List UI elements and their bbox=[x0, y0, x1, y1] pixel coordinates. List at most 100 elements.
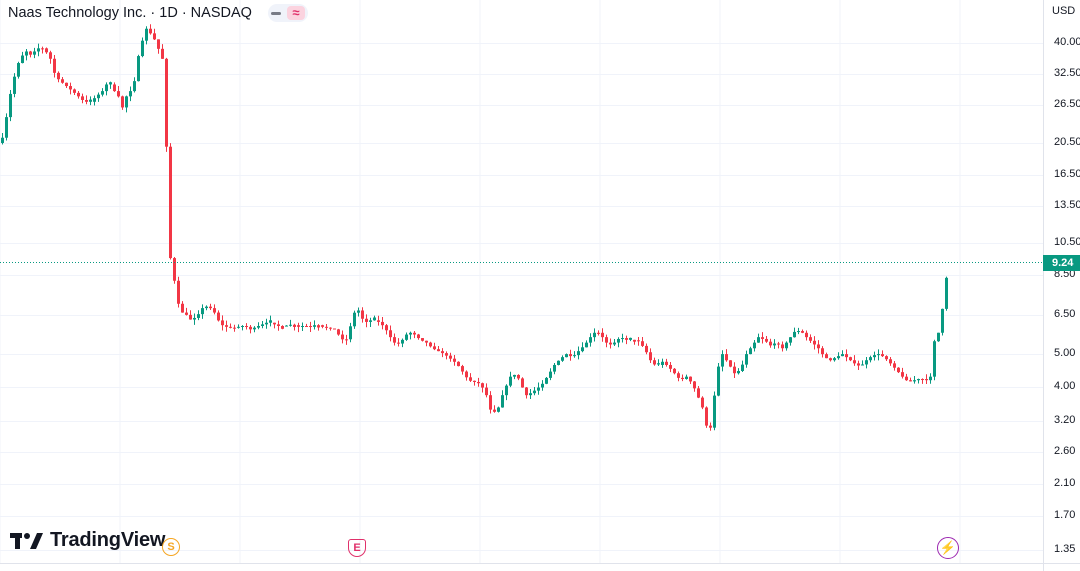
candle bbox=[709, 422, 712, 431]
candle bbox=[37, 43, 40, 57]
candle bbox=[625, 335, 628, 345]
candle bbox=[293, 323, 296, 331]
candle bbox=[449, 352, 452, 362]
candle bbox=[553, 362, 556, 375]
candle bbox=[273, 322, 276, 329]
candle bbox=[669, 362, 672, 373]
candle bbox=[493, 405, 496, 413]
candle bbox=[885, 355, 888, 362]
candle bbox=[857, 360, 860, 370]
candle bbox=[157, 39, 160, 54]
chart-title[interactable]: Naas Technology Inc. · 1D · NASDAQ bbox=[8, 5, 252, 21]
candle bbox=[909, 377, 912, 382]
candle bbox=[897, 367, 900, 374]
price-tick-label: 10.50 bbox=[1054, 236, 1080, 249]
candle bbox=[201, 304, 204, 319]
price-tick-label: 1.70 bbox=[1054, 508, 1076, 521]
candle bbox=[285, 325, 288, 327]
candle bbox=[725, 349, 728, 362]
candle bbox=[757, 333, 760, 343]
candle bbox=[69, 82, 72, 95]
candle bbox=[461, 364, 464, 375]
candle bbox=[457, 361, 460, 367]
candle bbox=[317, 324, 320, 331]
candle bbox=[881, 350, 884, 357]
candle bbox=[113, 82, 116, 92]
candle bbox=[717, 363, 720, 397]
candle bbox=[729, 360, 732, 368]
candle bbox=[153, 28, 156, 40]
price-tick-label: 1.35 bbox=[1054, 543, 1076, 555]
candle bbox=[653, 357, 656, 366]
candle bbox=[809, 334, 812, 344]
candle bbox=[93, 95, 96, 106]
candle bbox=[465, 370, 468, 381]
earnings-event-marker[interactable]: E bbox=[348, 539, 366, 557]
dividend-event-marker[interactable]: ⚡ bbox=[937, 537, 959, 559]
candle bbox=[21, 51, 24, 64]
candle bbox=[533, 387, 536, 396]
minus-icon bbox=[271, 11, 281, 15]
candle bbox=[473, 380, 476, 386]
candle bbox=[161, 44, 164, 59]
split-event-marker[interactable]: S bbox=[162, 538, 180, 556]
candle bbox=[561, 355, 564, 362]
candle bbox=[853, 355, 856, 366]
candle bbox=[513, 374, 516, 380]
candle bbox=[505, 384, 508, 401]
candle bbox=[825, 352, 828, 359]
candle bbox=[209, 303, 212, 310]
candle bbox=[693, 380, 696, 392]
candle bbox=[609, 338, 612, 349]
candle bbox=[345, 334, 348, 345]
candle bbox=[65, 82, 68, 88]
candle bbox=[109, 81, 112, 89]
candle bbox=[25, 49, 28, 61]
candle bbox=[629, 337, 632, 342]
candle bbox=[529, 389, 532, 400]
candle bbox=[777, 341, 780, 349]
tradingview-logo-text: TradingView bbox=[50, 529, 166, 551]
candle bbox=[89, 96, 92, 106]
candle bbox=[589, 333, 592, 347]
candle bbox=[5, 113, 8, 141]
candle bbox=[721, 350, 724, 372]
currency-selector[interactable]: USD ⌄ bbox=[1052, 4, 1080, 17]
candle bbox=[605, 334, 608, 348]
candle bbox=[921, 378, 924, 384]
candle bbox=[381, 317, 384, 330]
candle bbox=[121, 95, 124, 110]
candle bbox=[197, 310, 200, 321]
candle bbox=[749, 346, 752, 355]
candle bbox=[237, 324, 240, 329]
candle bbox=[753, 339, 756, 352]
candle bbox=[845, 349, 848, 362]
candle bbox=[125, 95, 128, 113]
candle bbox=[9, 90, 12, 122]
price-tick-label: 2.60 bbox=[1054, 444, 1076, 457]
candle bbox=[365, 314, 368, 328]
candle bbox=[445, 351, 448, 360]
candle bbox=[861, 360, 864, 366]
candle bbox=[433, 342, 436, 351]
candle bbox=[925, 374, 928, 385]
price-tick-label: 20.50 bbox=[1054, 136, 1080, 148]
candle bbox=[421, 338, 424, 342]
tradingview-logo[interactable]: TradingView bbox=[10, 529, 165, 552]
chart-toggle-pill[interactable]: ≈ bbox=[268, 4, 308, 22]
candle bbox=[557, 360, 560, 366]
price-tick-label: 40.00 bbox=[1054, 36, 1080, 48]
candle bbox=[801, 329, 804, 334]
candle bbox=[97, 92, 100, 102]
candle bbox=[501, 390, 504, 408]
candle bbox=[405, 332, 408, 341]
candle bbox=[665, 358, 668, 367]
candle bbox=[601, 328, 604, 342]
candle bbox=[453, 355, 456, 366]
candle bbox=[761, 332, 764, 344]
candle bbox=[261, 320, 264, 329]
current-price-label: 9.24 bbox=[1043, 254, 1080, 271]
candle bbox=[865, 357, 868, 369]
price-tick-label: 6.50 bbox=[1054, 307, 1076, 320]
